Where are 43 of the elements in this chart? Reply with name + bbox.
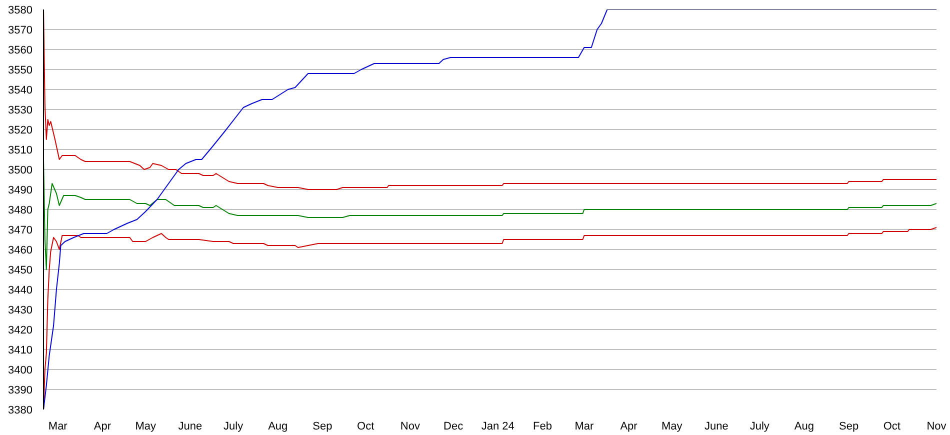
x-tick-label: Aug <box>268 420 288 432</box>
x-tick-label: Apr <box>620 420 638 432</box>
y-tick-label: 3450 <box>8 264 33 276</box>
x-tick-label: June <box>704 420 728 432</box>
y-tick-label: 3420 <box>8 324 33 336</box>
y-tick-label: 3470 <box>8 224 33 236</box>
y-tick-label: 3400 <box>8 364 33 376</box>
y-tick-label: 3490 <box>8 184 33 196</box>
line-series <box>44 10 608 410</box>
x-tick-label: Jan 24 <box>481 420 514 432</box>
x-tick-label: Feb <box>533 420 552 432</box>
y-tick-label: 3550 <box>8 64 33 76</box>
y-tick-label: 3380 <box>8 404 33 416</box>
y-tick-label: 3390 <box>8 384 33 396</box>
x-tick-label: Mar <box>48 420 68 432</box>
x-tick-label: Oct <box>357 420 374 432</box>
x-tick-label: Oct <box>883 420 900 432</box>
y-tick-label: 3520 <box>8 124 33 136</box>
x-tick-label: Sep <box>838 420 859 432</box>
x-tick-label: Nov <box>400 420 420 432</box>
y-tick-label: 3580 <box>8 4 33 16</box>
y-tick-label: 3460 <box>8 244 33 256</box>
x-tick-label: Nov <box>926 420 947 432</box>
x-tick-label: June <box>178 420 202 432</box>
y-tick-label: 3440 <box>8 284 33 296</box>
y-tick-label: 3560 <box>8 44 33 56</box>
x-tick-label: May <box>135 420 156 432</box>
x-tick-label: May <box>662 420 683 432</box>
y-tick-label: 3430 <box>8 304 33 316</box>
y-tick-label: 3540 <box>8 84 33 96</box>
y-tick-label: 3510 <box>8 144 33 156</box>
x-tick-label: July <box>750 420 770 432</box>
y-tick-label: 3480 <box>8 204 33 216</box>
x-tick-label: Sep <box>312 420 332 432</box>
y-tick-label: 3570 <box>8 24 33 36</box>
y-tick-label: 3410 <box>8 344 33 356</box>
x-tick-label: Apr <box>94 420 112 432</box>
x-tick-label: Aug <box>794 420 814 432</box>
y-tick-label: 3530 <box>8 104 33 116</box>
x-tick-label: July <box>224 420 244 432</box>
y-tick-label: 3500 <box>8 164 33 176</box>
x-tick-label: Dec <box>444 420 464 432</box>
x-tick-label: Mar <box>574 420 594 432</box>
